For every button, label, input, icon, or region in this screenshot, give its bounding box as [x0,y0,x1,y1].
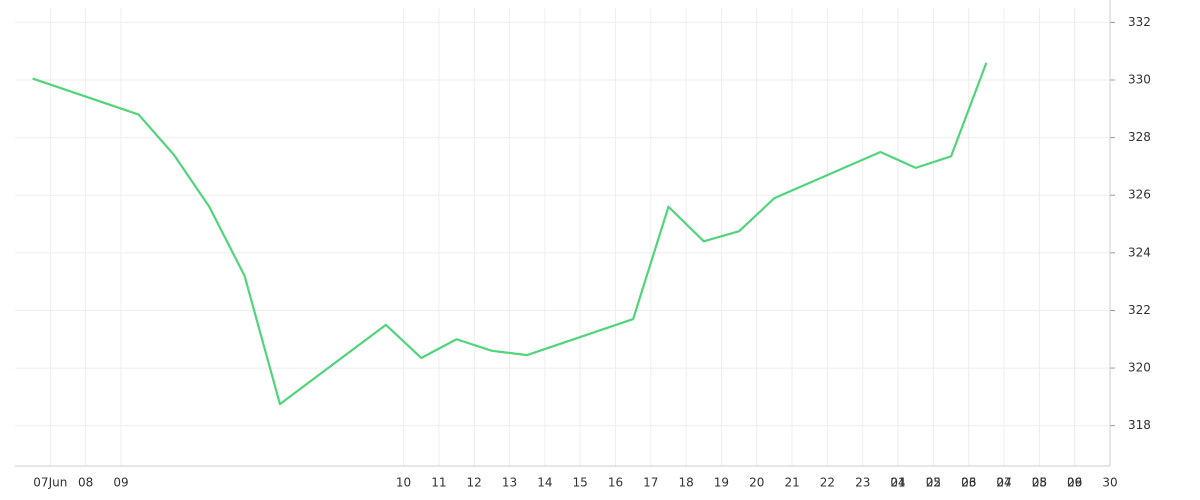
x-tick-label: 22 [820,476,835,490]
y-tick-label: 328 [1128,130,1151,144]
x-tick-label: 23 [855,476,870,490]
x-tick-label: 03 [961,476,976,490]
x-tick-label: 07Jun [33,476,67,490]
x-tick-label: 21 [784,476,799,490]
x-tick-label: 19 [714,476,729,490]
x-tick-label: 17 [643,476,658,490]
x-tick-label: 06 [1067,476,1082,490]
x-tick-label: 10 [396,476,411,490]
x-tick-label: 16 [608,476,623,490]
y-tick-label: 318 [1128,418,1151,432]
x-tick-label: 13 [502,476,517,490]
x-tick-label: 08 [78,476,93,490]
x-tick-label: 11 [431,476,446,490]
x-tick-label: 05 [1032,476,1047,490]
x-tick-label: 28 [1032,476,1047,490]
x-tick-label: 18 [678,476,693,490]
y-tick-label: 320 [1128,361,1151,375]
y-tick-label: 330 [1128,73,1151,87]
x-tick-label: 26 [961,476,976,490]
y-tick-label: 324 [1128,245,1151,259]
x-tick-label: 30 [1102,476,1117,490]
y-tick-label: 326 [1128,188,1151,202]
x-tick-label: 04 [996,476,1011,490]
x-tick-label: 12 [467,476,482,490]
x-tick-label: 27 [996,476,1011,490]
x-tick-label: 09 [113,476,128,490]
x-tick-label: 29 [1067,476,1082,490]
x-tick-label: 25 [926,476,941,490]
x-tick-label: 14 [537,476,552,490]
y-tick-label: 332 [1128,15,1151,29]
x-tick-label: 15 [573,476,588,490]
x-tick-label: 20 [749,476,764,490]
data-line [32,62,988,406]
x-tick-label: 24 [890,476,905,490]
x-tick-label: 01 [890,476,905,490]
x-tick-label: 02 [926,476,941,490]
y-tick-label: 322 [1128,303,1151,317]
